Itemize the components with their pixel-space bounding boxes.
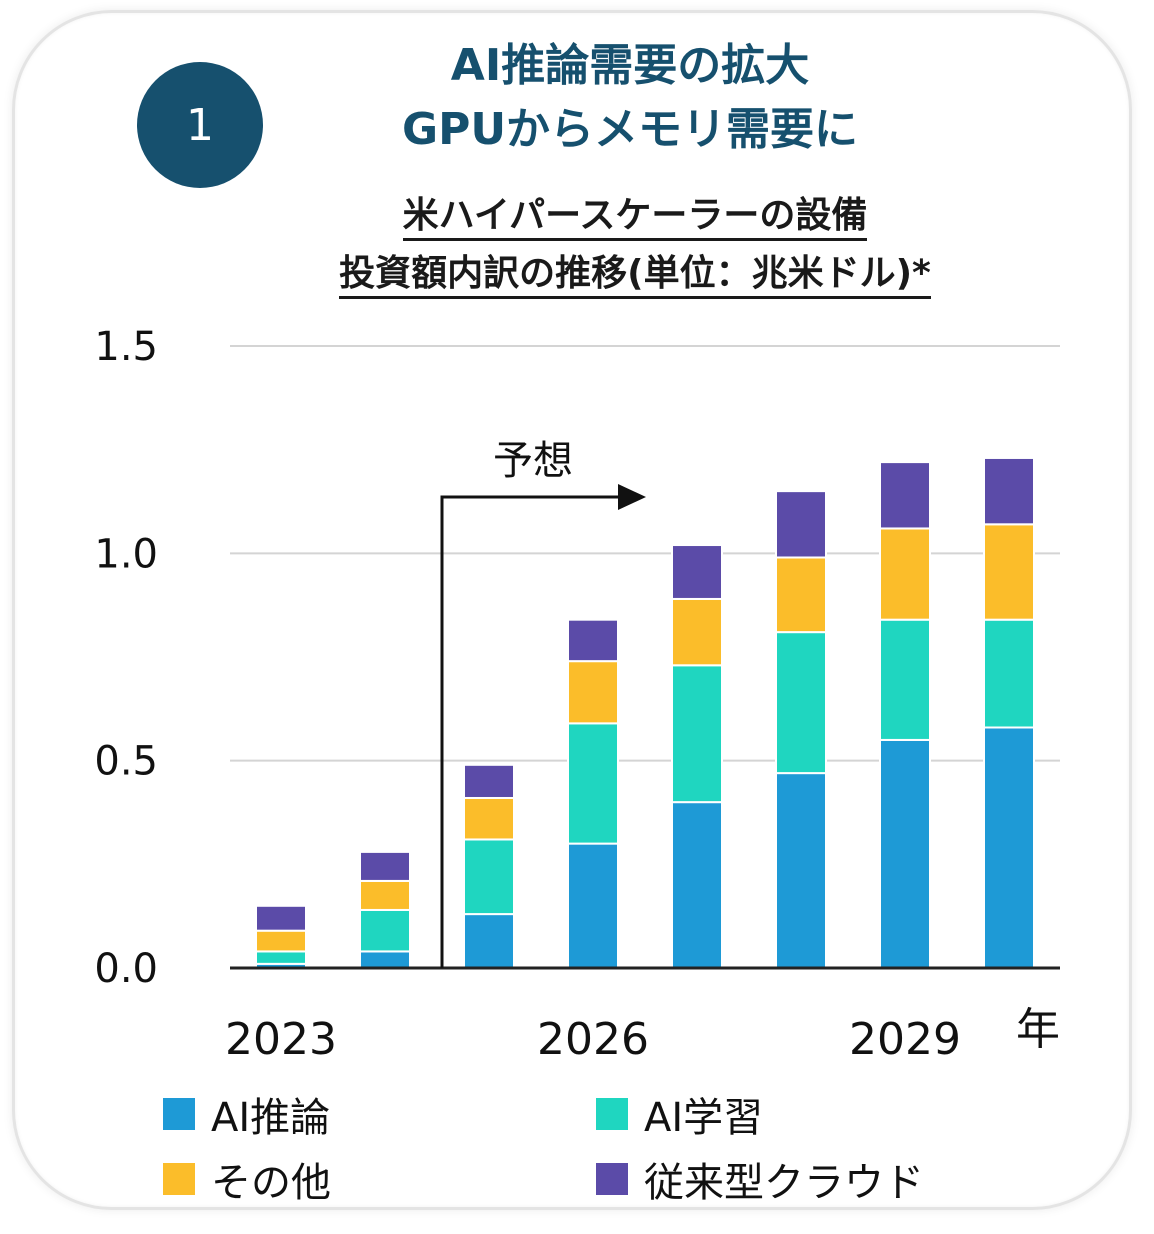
legend-swatch-cloud [596, 1163, 628, 1195]
bar-segment-ai-training [775, 631, 827, 775]
legend-label-ai-training: AI学習 [644, 1095, 764, 1141]
bar-segment-cloud [463, 763, 515, 799]
bar-segment-ai-inference [463, 913, 515, 969]
bar-segment-other [671, 597, 723, 667]
legend-label-ai-inference: AI推論 [211, 1095, 331, 1141]
badge-number: 1 [186, 99, 214, 151]
legend-label-cloud: 従来型クラウド [644, 1160, 924, 1206]
headline-line1: AI推論需要の拡大 [450, 40, 810, 91]
legend-other: その他 [163, 1150, 331, 1208]
card-frame [12, 10, 1132, 1210]
bar-segment-ai-training [359, 908, 411, 953]
legend-swatch-other [163, 1163, 195, 1195]
bar-segment-other [983, 523, 1035, 621]
bar-segment-ai-inference [359, 950, 411, 969]
headline-line2: GPUからメモリ需要に [401, 104, 859, 155]
bar-segment-cloud [671, 544, 723, 600]
bar-segment-ai-inference [983, 726, 1035, 970]
bar-segment-cloud [567, 618, 619, 663]
x-tick-label: 2026 [537, 1014, 649, 1065]
bar-segment-other [775, 556, 827, 634]
legend-cloud: 従来型クラウド [596, 1150, 924, 1208]
bar-segment-cloud [255, 904, 307, 932]
bar-segment-other [463, 796, 515, 841]
x-axis-ticks: 2023 2026 2029 [225, 1014, 961, 1065]
chart-title-text2: 投資額内訳の推移(単位：兆米ドル)* [339, 253, 931, 299]
bar-segment-ai-inference [775, 772, 827, 970]
bar-segment-ai-training [983, 618, 1035, 729]
bar-segment-ai-training [671, 664, 723, 804]
bar-segment-cloud [359, 850, 411, 882]
y-tick-label: 0.0 [94, 946, 158, 992]
bar-segment-ai-training [567, 722, 619, 845]
number-badge: 1 [137, 62, 263, 188]
bar-segment-ai-inference [567, 842, 619, 969]
legend-ai-training: AI学習 [596, 1085, 763, 1143]
forecast-marker: 予想 [440, 438, 646, 968]
forecast-arrow-line [440, 495, 622, 968]
bar-segment-ai-inference [671, 801, 723, 970]
bar-segment-cloud [879, 461, 931, 530]
bar-group [255, 456, 1035, 970]
x-tick-label: 2029 [849, 1014, 961, 1065]
legend-swatch-ai-training [596, 1098, 628, 1130]
bar-segment-ai-training [255, 950, 307, 965]
chart-title-line2: 投資額内訳の推移(単位：兆米ドル)* [180, 250, 1090, 299]
bar-segment-ai-training [463, 838, 515, 916]
gridlines [230, 345, 1060, 762]
bar-segment-cloud [775, 490, 827, 559]
chart-title-text1: 米ハイパースケーラーの設備 [402, 195, 868, 241]
legend-ai-inference: AI推論 [163, 1085, 330, 1143]
y-tick-label: 1.5 [94, 324, 158, 370]
forecast-arrow-head-icon [618, 484, 646, 510]
bar-segment-other [567, 660, 619, 725]
forecast-label: 予想 [493, 438, 573, 484]
bar-segment-other [255, 929, 307, 953]
chart-title-line1: 米ハイパースケーラーの設備 [180, 192, 1090, 241]
x-tick-label: 2023 [225, 1014, 337, 1065]
bar-segment-other [879, 527, 931, 621]
bar-segment-ai-inference [879, 738, 931, 970]
legend-label-other: その他 [211, 1160, 331, 1206]
bar-segment-other [359, 879, 411, 911]
y-tick-label: 1.0 [94, 531, 158, 577]
bar-segment-cloud [983, 456, 1035, 526]
x-axis-label: 年 [1016, 1004, 1060, 1055]
y-tick-label: 0.5 [94, 739, 158, 785]
bar-segment-ai-training [879, 618, 931, 741]
y-axis-ticks: 0.0 0.5 1.0 1.5 [94, 324, 158, 992]
legend-swatch-ai-inference [163, 1098, 195, 1130]
